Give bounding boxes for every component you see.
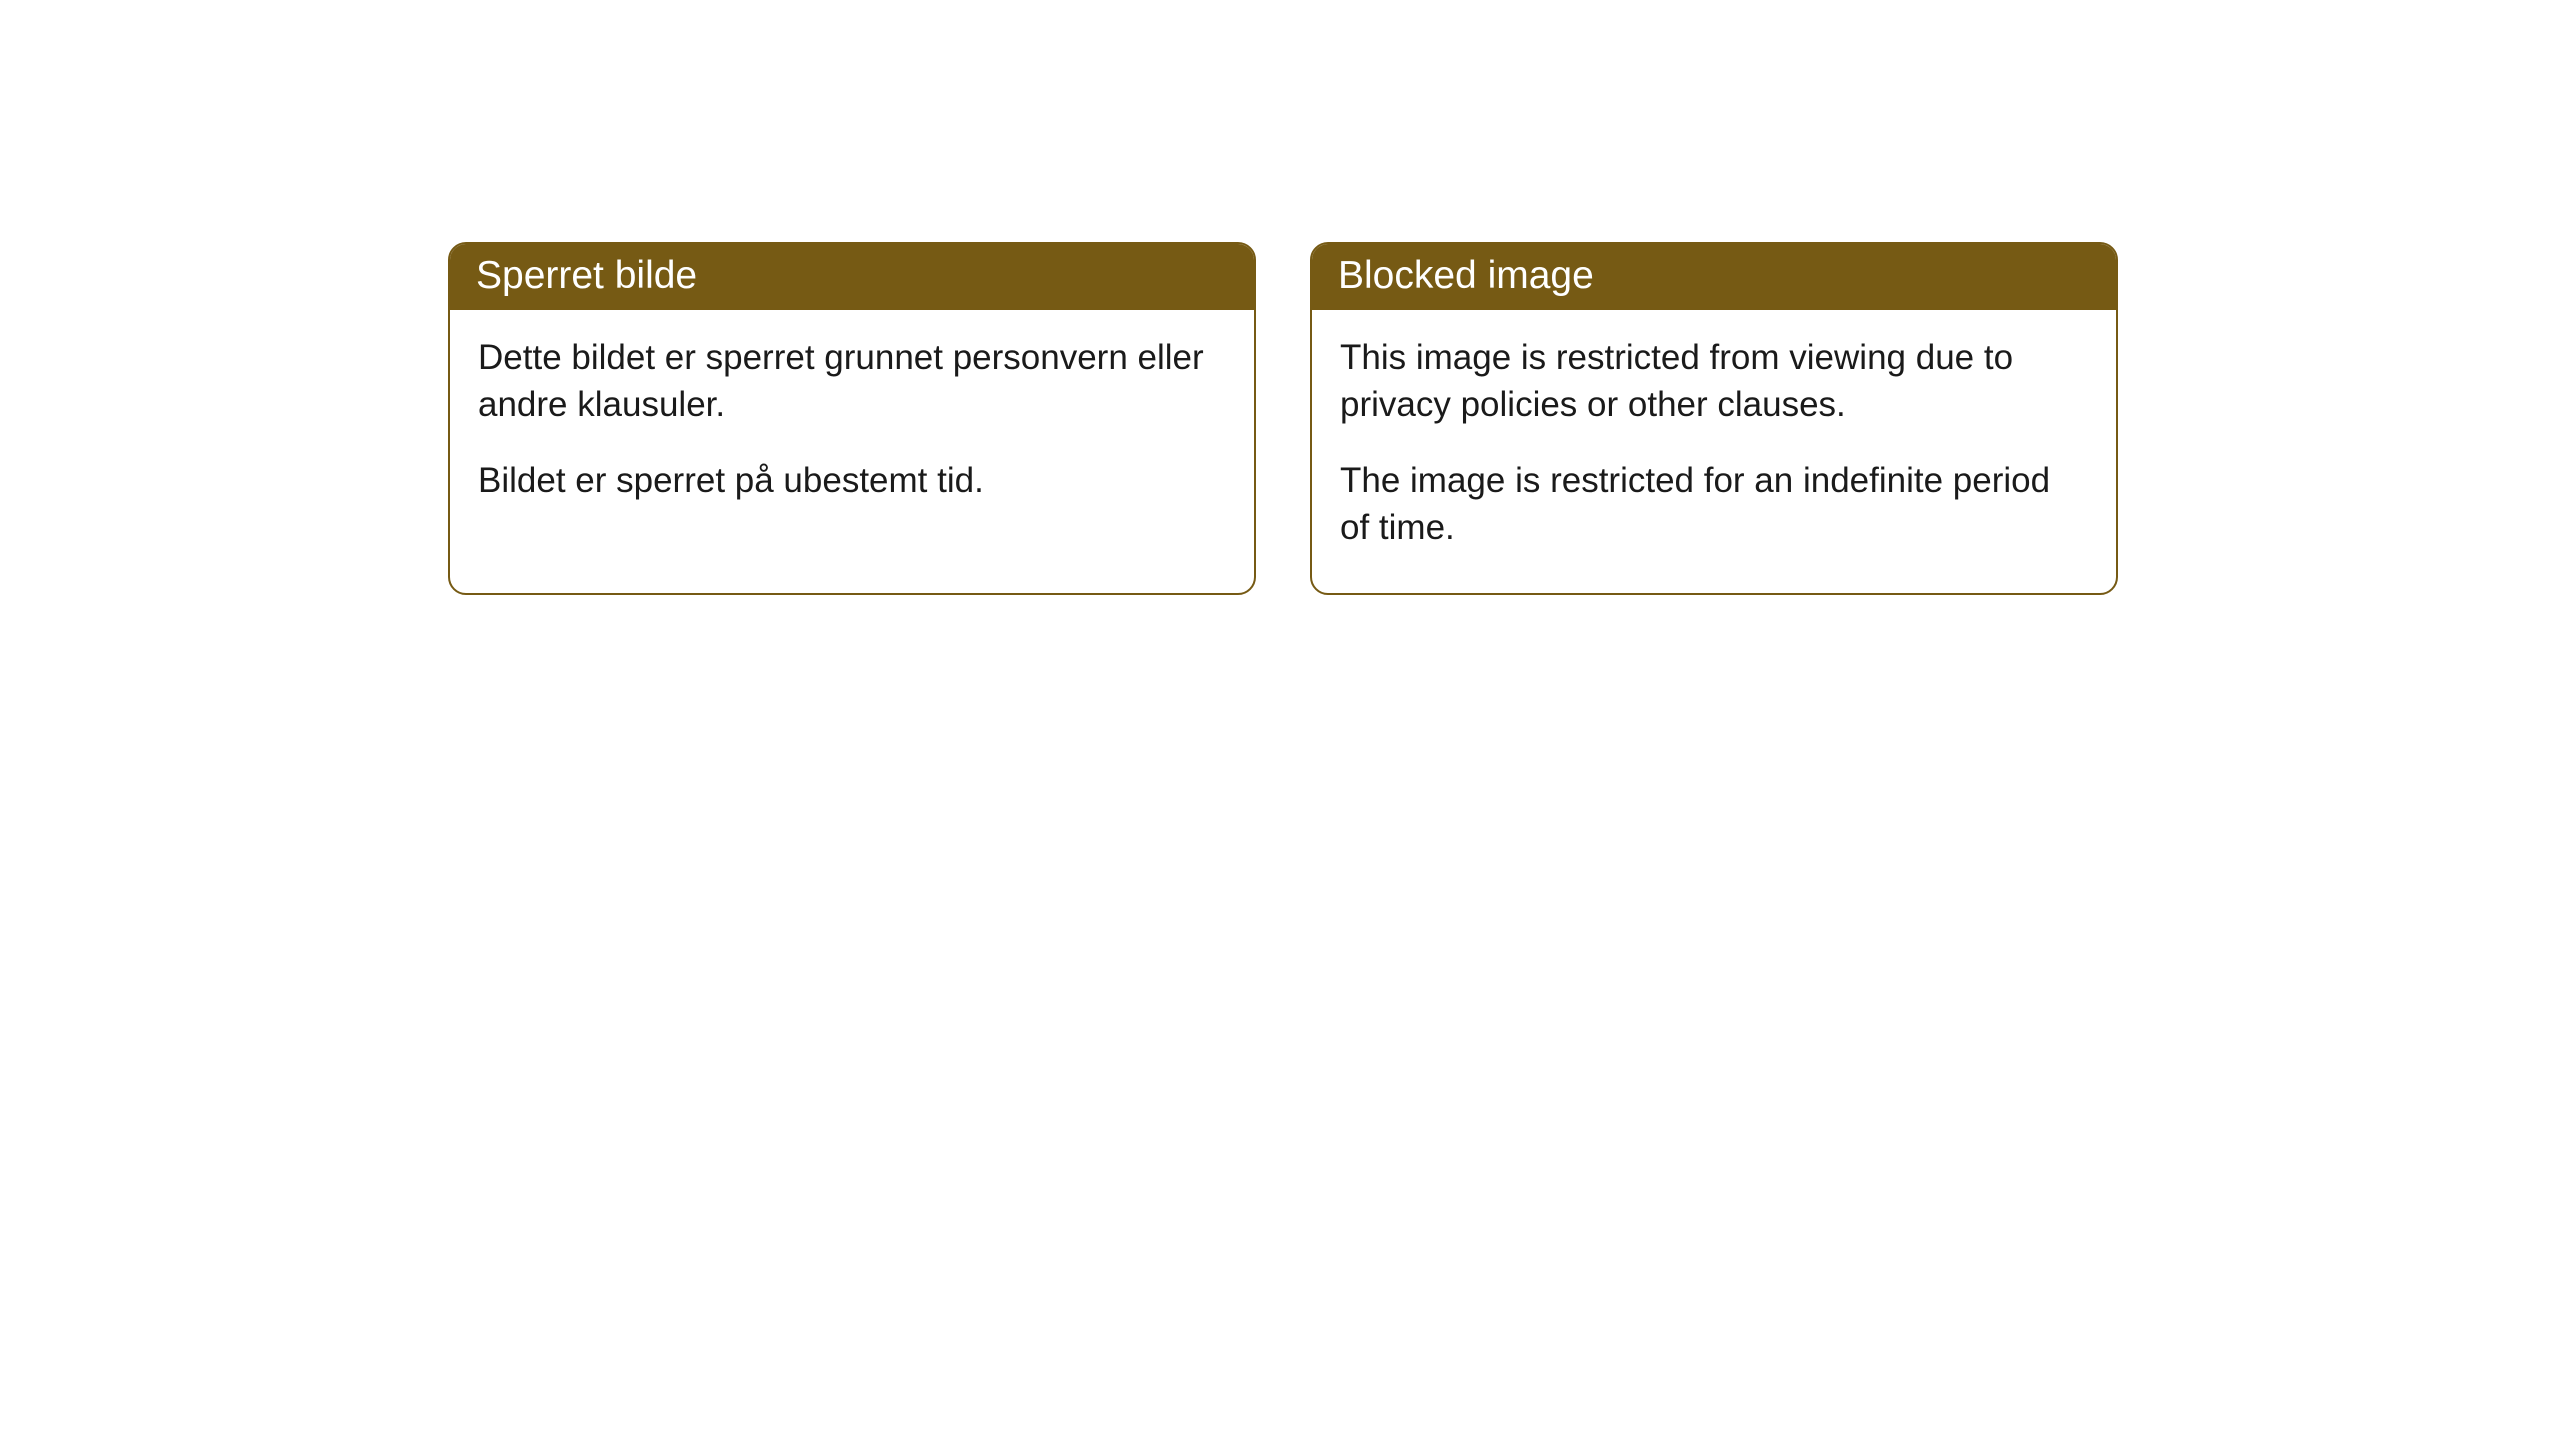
card-title-english: Blocked image <box>1338 254 1594 297</box>
card-paragraph-1-norwegian: Dette bildet er sperret grunnet personve… <box>478 334 1226 429</box>
card-header-norwegian: Sperret bilde <box>450 244 1254 310</box>
card-header-english: Blocked image <box>1312 244 2116 310</box>
notice-cards-container: Sperret bilde Dette bildet er sperret gr… <box>0 0 2560 595</box>
blocked-notice-card-english: Blocked image This image is restricted f… <box>1310 242 2118 595</box>
card-body-norwegian: Dette bildet er sperret grunnet personve… <box>450 310 1254 546</box>
card-body-english: This image is restricted from viewing du… <box>1312 310 2116 593</box>
card-paragraph-2-english: The image is restricted for an indefinit… <box>1340 457 2088 552</box>
blocked-notice-card-norwegian: Sperret bilde Dette bildet er sperret gr… <box>448 242 1256 595</box>
card-title-norwegian: Sperret bilde <box>476 254 697 297</box>
card-paragraph-1-english: This image is restricted from viewing du… <box>1340 334 2088 429</box>
card-paragraph-2-norwegian: Bildet er sperret på ubestemt tid. <box>478 457 1226 504</box>
